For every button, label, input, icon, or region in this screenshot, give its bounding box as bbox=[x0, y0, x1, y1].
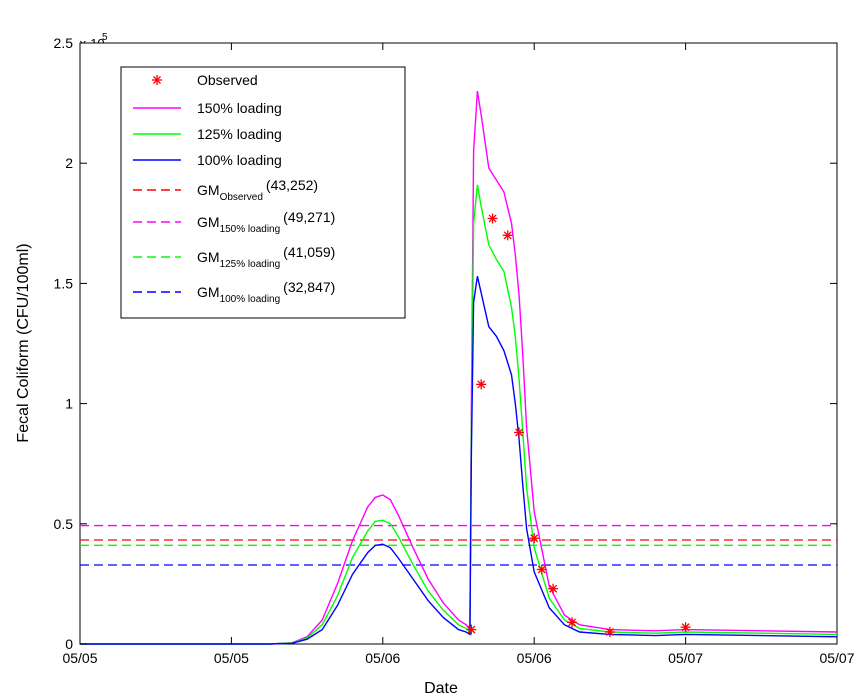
legend-subscript: 150% loading bbox=[220, 224, 281, 235]
legend-subscript: 100% loading bbox=[220, 294, 281, 305]
observed-point bbox=[502, 230, 513, 241]
y-tick-label: 1 bbox=[65, 396, 73, 412]
series-line-load125 bbox=[80, 184, 838, 645]
legend-marker bbox=[152, 75, 162, 85]
y-tick-label: 0.5 bbox=[54, 516, 74, 532]
legend-subscript: Observed bbox=[220, 192, 263, 203]
x-tick-label: 05/07 bbox=[819, 650, 854, 666]
observed-point bbox=[567, 617, 578, 628]
legend-item: 150% loading bbox=[133, 100, 282, 116]
x-tick-label: 05/06 bbox=[365, 650, 400, 666]
legend-label: 125% loading bbox=[197, 126, 282, 142]
legend-item: 125% loading bbox=[133, 126, 282, 142]
x-ticks: 05/05 05/05 05/06 05/06 05/07 05/07 bbox=[62, 43, 855, 666]
observed-markers bbox=[466, 213, 691, 637]
observed-point bbox=[529, 533, 540, 544]
gm-lines bbox=[80, 524, 837, 566]
observed-point bbox=[680, 622, 691, 633]
x-tick-label: 05/05 bbox=[214, 650, 249, 666]
observed-point bbox=[514, 427, 525, 438]
observed-point bbox=[548, 583, 559, 594]
legend-value: (43,252) bbox=[266, 177, 318, 193]
y-ticks: 0 0.5 1 1.5 2 2.5 bbox=[54, 35, 837, 652]
observed-point bbox=[536, 564, 547, 575]
series-line-load100 bbox=[80, 276, 838, 645]
legend-item: 100% loading bbox=[133, 152, 282, 168]
legend-value: (49,271) bbox=[283, 209, 335, 225]
legend-value: (41,059) bbox=[283, 244, 335, 260]
x-tick-label: 05/06 bbox=[517, 650, 552, 666]
x-tick-label: 05/05 bbox=[62, 650, 97, 666]
legend-value: (32,847) bbox=[283, 279, 335, 295]
legend-label: Observed bbox=[197, 72, 258, 88]
y-axis-label: Fecal Coliform (CFU/100ml) bbox=[15, 243, 32, 442]
legend-label: 150% loading bbox=[197, 100, 282, 116]
series-lines bbox=[80, 90, 838, 645]
y-tick-label: 2 bbox=[65, 155, 73, 171]
y-tick-label: 2.5 bbox=[54, 35, 74, 51]
legend-box bbox=[120, 66, 406, 319]
x-axis-label: Date bbox=[424, 680, 458, 697]
legend: Observed 150% loading 125% loading 100% loa… bbox=[120, 66, 406, 319]
observed-point bbox=[487, 213, 498, 224]
legend-subscript: 125% loading bbox=[220, 259, 281, 270]
x-tick-label: 05/07 bbox=[668, 650, 703, 666]
legend-item: Observed bbox=[152, 72, 258, 88]
y-exponent-power: 5 bbox=[102, 32, 108, 43]
y-tick-label: 0 bbox=[65, 636, 73, 652]
observed-point bbox=[604, 626, 615, 637]
y-tick-label: 1.5 bbox=[54, 275, 74, 291]
observed-point bbox=[476, 379, 487, 390]
legend-label: 100% loading bbox=[197, 152, 282, 168]
series-line-load150 bbox=[80, 90, 838, 645]
observed-point bbox=[466, 624, 477, 635]
